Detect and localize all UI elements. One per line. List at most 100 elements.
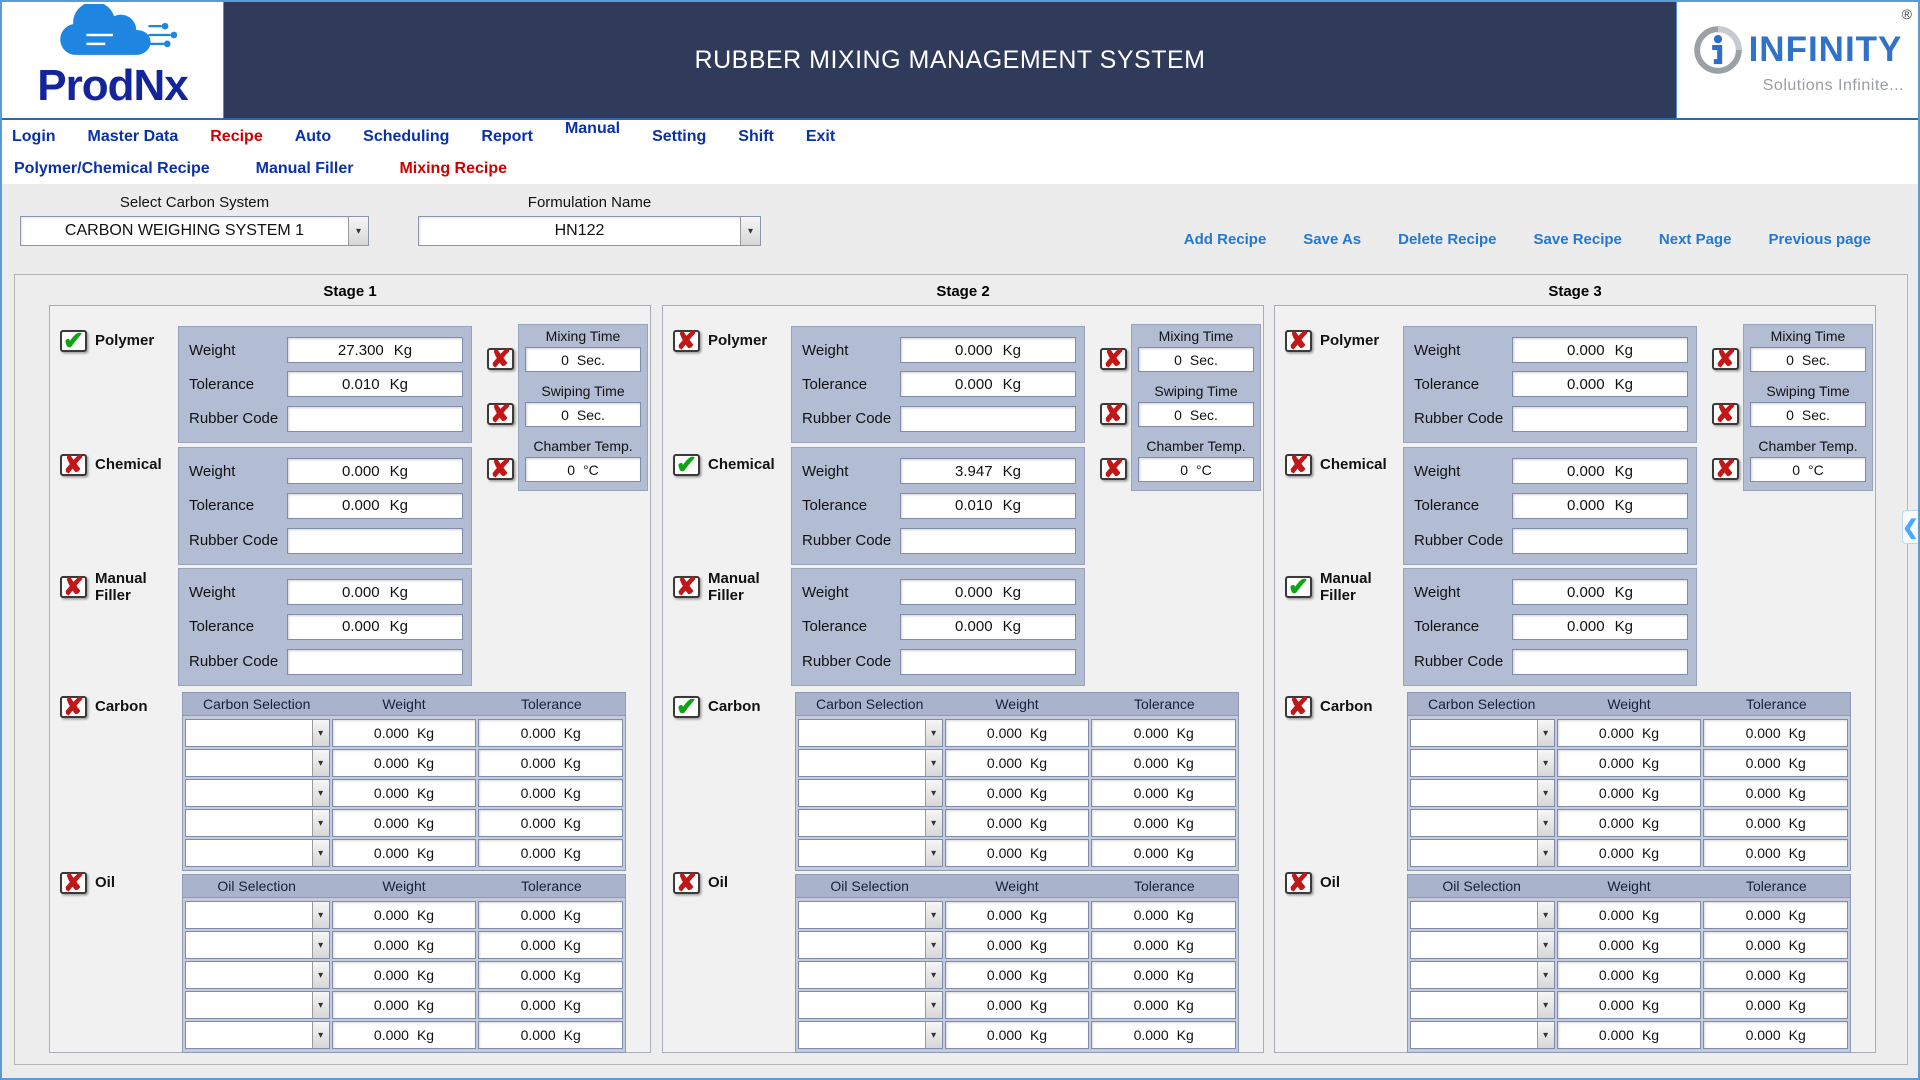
carbon-weight-input[interactable]: 0.000Kg — [332, 779, 477, 807]
oil-selection-select[interactable]: ▾ — [798, 991, 943, 1019]
oil-selection-select[interactable]: ▾ — [798, 931, 943, 959]
carbon-tolerance-input[interactable]: 0.000Kg — [1703, 749, 1848, 777]
expand-side-panel-button[interactable]: ❮ — [1902, 510, 1918, 544]
carbon-selection-select[interactable]: ▾ — [1410, 779, 1555, 807]
oil-weight-input[interactable]: 0.000Kg — [332, 961, 477, 989]
swiping-time-checkbox[interactable]: ✘ — [1100, 403, 1127, 425]
carbon-weight-input[interactable]: 0.000Kg — [332, 809, 477, 837]
manual-filler-tolerance-input[interactable]: 0.000Kg — [1512, 614, 1688, 640]
carbon-selection-select[interactable]: ▾ — [798, 809, 943, 837]
action-link-save-as[interactable]: Save As — [1303, 231, 1361, 248]
chemical-checkbox[interactable]: ✘ — [1285, 454, 1312, 476]
oil-weight-input[interactable]: 0.000Kg — [332, 901, 477, 929]
polymer-weight-input[interactable]: 0.000Kg — [1512, 337, 1688, 363]
oil-tolerance-input[interactable]: 0.000Kg — [1091, 901, 1236, 929]
carbon-selection-select[interactable]: ▾ — [185, 779, 330, 807]
manual-filler-rubber-code-input[interactable] — [1512, 649, 1688, 675]
menu-item-scheduling[interactable]: Scheduling — [363, 128, 449, 146]
oil-weight-input[interactable]: 0.000Kg — [1557, 1021, 1702, 1049]
chemical-tolerance-input[interactable]: 0.000Kg — [287, 493, 463, 519]
menu-item-setting[interactable]: Setting — [652, 128, 706, 146]
oil-weight-input[interactable]: 0.000Kg — [1557, 901, 1702, 929]
carbon-selection-select[interactable]: ▾ — [798, 719, 943, 747]
manual-filler-weight-input[interactable]: 0.000Kg — [1512, 579, 1688, 605]
carbon-weight-input[interactable]: 0.000Kg — [1557, 839, 1702, 867]
polymer-checkbox[interactable]: ✔ — [60, 330, 87, 352]
submenu-item-polymer-chemical-recipe[interactable]: Polymer/Chemical Recipe — [14, 160, 210, 178]
chamber-temp-input[interactable]: 0°C — [1138, 457, 1254, 482]
oil-weight-input[interactable]: 0.000Kg — [332, 991, 477, 1019]
manual-filler-rubber-code-input[interactable] — [900, 649, 1076, 675]
chemical-weight-input[interactable]: 3.947Kg — [900, 458, 1076, 484]
manual-filler-tolerance-input[interactable]: 0.000Kg — [900, 614, 1076, 640]
carbon-tolerance-input[interactable]: 0.000Kg — [1703, 719, 1848, 747]
oil-selection-select[interactable]: ▾ — [185, 991, 330, 1019]
action-link-add-recipe[interactable]: Add Recipe — [1184, 231, 1267, 248]
mixing-time-checkbox[interactable]: ✘ — [1100, 348, 1127, 370]
oil-tolerance-input[interactable]: 0.000Kg — [1091, 1021, 1236, 1049]
chamber-temp-checkbox[interactable]: ✘ — [1712, 458, 1739, 480]
chamber-temp-input[interactable]: 0°C — [525, 457, 641, 482]
carbon-tolerance-input[interactable]: 0.000Kg — [1703, 779, 1848, 807]
polymer-tolerance-input[interactable]: 0.010Kg — [287, 371, 463, 397]
oil-selection-select[interactable]: ▾ — [1410, 901, 1555, 929]
oil-weight-input[interactable]: 0.000Kg — [945, 931, 1090, 959]
carbon-weight-input[interactable]: 0.000Kg — [1557, 779, 1702, 807]
oil-selection-select[interactable]: ▾ — [798, 1021, 943, 1049]
menu-item-login[interactable]: Login — [12, 128, 56, 146]
oil-weight-input[interactable]: 0.000Kg — [945, 901, 1090, 929]
manual-filler-rubber-code-input[interactable] — [287, 649, 463, 675]
carbon-tolerance-input[interactable]: 0.000Kg — [1091, 719, 1236, 747]
chemical-checkbox[interactable]: ✔ — [673, 454, 700, 476]
manual-filler-checkbox[interactable]: ✘ — [60, 576, 87, 598]
oil-weight-input[interactable]: 0.000Kg — [945, 991, 1090, 1019]
oil-checkbox[interactable]: ✘ — [673, 872, 700, 894]
manual-filler-checkbox[interactable]: ✔ — [1285, 576, 1312, 598]
carbon-tolerance-input[interactable]: 0.000Kg — [478, 779, 623, 807]
oil-weight-input[interactable]: 0.000Kg — [332, 931, 477, 959]
oil-selection-select[interactable]: ▾ — [798, 901, 943, 929]
polymer-tolerance-input[interactable]: 0.000Kg — [900, 371, 1076, 397]
swiping-time-checkbox[interactable]: ✘ — [1712, 403, 1739, 425]
menu-item-shift[interactable]: Shift — [738, 128, 774, 146]
polymer-rubber-code-input[interactable] — [900, 406, 1076, 432]
action-link-save-recipe[interactable]: Save Recipe — [1534, 231, 1622, 248]
action-link-delete-recipe[interactable]: Delete Recipe — [1398, 231, 1496, 248]
chemical-weight-input[interactable]: 0.000Kg — [1512, 458, 1688, 484]
polymer-rubber-code-input[interactable] — [1512, 406, 1688, 432]
oil-checkbox[interactable]: ✘ — [1285, 872, 1312, 894]
carbon-selection-select[interactable]: ▾ — [1410, 749, 1555, 777]
menu-item-recipe[interactable]: Recipe — [210, 128, 262, 146]
oil-tolerance-input[interactable]: 0.000Kg — [1703, 961, 1848, 989]
carbon-tolerance-input[interactable]: 0.000Kg — [478, 809, 623, 837]
manual-filler-checkbox[interactable]: ✘ — [673, 576, 700, 598]
carbon-selection-select[interactable]: ▾ — [185, 719, 330, 747]
oil-tolerance-input[interactable]: 0.000Kg — [1091, 961, 1236, 989]
carbon-system-select[interactable]: CARBON WEIGHING SYSTEM 1 ▾ — [20, 216, 369, 246]
menu-item-report[interactable]: Report — [481, 128, 533, 146]
mixing-time-input[interactable]: 0Sec. — [525, 347, 641, 372]
oil-tolerance-input[interactable]: 0.000Kg — [1091, 991, 1236, 1019]
menu-item-auto[interactable]: Auto — [295, 128, 331, 146]
carbon-checkbox[interactable]: ✔ — [673, 696, 700, 718]
chemical-weight-input[interactable]: 0.000Kg — [287, 458, 463, 484]
mixing-time-checkbox[interactable]: ✘ — [487, 348, 514, 370]
oil-weight-input[interactable]: 0.000Kg — [945, 961, 1090, 989]
oil-weight-input[interactable]: 0.000Kg — [1557, 931, 1702, 959]
action-link-previous-page[interactable]: Previous page — [1768, 231, 1871, 248]
carbon-weight-input[interactable]: 0.000Kg — [1557, 749, 1702, 777]
oil-tolerance-input[interactable]: 0.000Kg — [478, 931, 623, 959]
polymer-rubber-code-input[interactable] — [287, 406, 463, 432]
oil-weight-input[interactable]: 0.000Kg — [1557, 991, 1702, 1019]
carbon-tolerance-input[interactable]: 0.000Kg — [1091, 809, 1236, 837]
chamber-temp-checkbox[interactable]: ✘ — [1100, 458, 1127, 480]
oil-checkbox[interactable]: ✘ — [60, 872, 87, 894]
swiping-time-input[interactable]: 0Sec. — [1750, 402, 1866, 427]
oil-tolerance-input[interactable]: 0.000Kg — [478, 1021, 623, 1049]
carbon-selection-select[interactable]: ▾ — [798, 839, 943, 867]
carbon-selection-select[interactable]: ▾ — [185, 809, 330, 837]
oil-tolerance-input[interactable]: 0.000Kg — [1703, 991, 1848, 1019]
polymer-tolerance-input[interactable]: 0.000Kg — [1512, 371, 1688, 397]
carbon-weight-input[interactable]: 0.000Kg — [1557, 719, 1702, 747]
carbon-tolerance-input[interactable]: 0.000Kg — [1091, 749, 1236, 777]
